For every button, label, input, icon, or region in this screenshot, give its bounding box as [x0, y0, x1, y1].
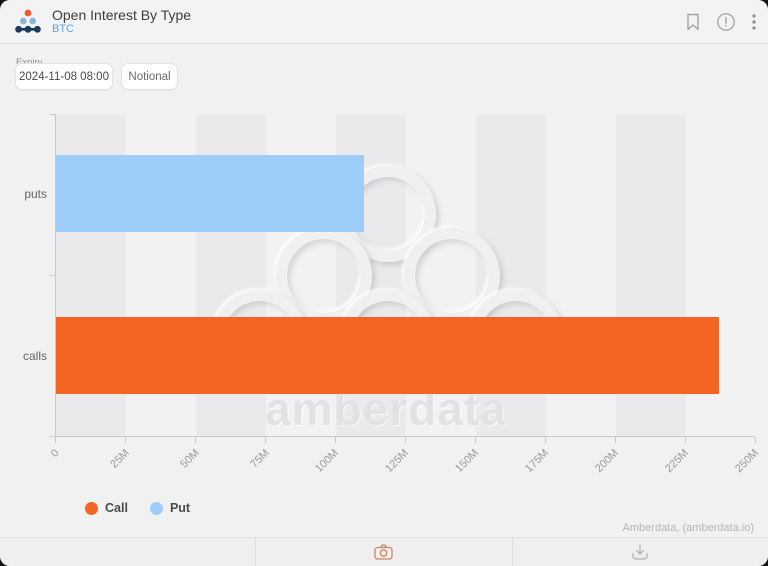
call-legend-dot-icon — [85, 501, 98, 515]
x-tick-mark — [195, 437, 196, 443]
x-tick-mark — [475, 437, 476, 443]
kebab-menu-icon[interactable] — [752, 13, 756, 30]
x-tick-mark — [405, 437, 406, 443]
y-axis-tick — [50, 275, 56, 276]
x-tick-mark — [545, 437, 546, 443]
y-axis-tick — [50, 114, 56, 115]
x-tick-mark — [615, 437, 616, 443]
x-axis-ticks: 0 25M 50M 75M 100M 125M 150M 175M 200M 225M 250M — [49, 437, 761, 497]
put-legend-dot-icon — [149, 501, 163, 515]
download-button[interactable] — [513, 538, 768, 566]
x-tick-mark — [755, 437, 756, 443]
notional-toggle-button[interactable]: Notional — [121, 63, 178, 90]
y-category-label-puts: puts — [24, 187, 47, 201]
y-axis-tick — [50, 436, 56, 437]
expiry-field-label: Expiry — [16, 57, 43, 64]
x-tick-mark — [125, 437, 126, 443]
legend-item-put[interactable]: Put — [149, 501, 191, 515]
data-source-attribution: Amberdata, (amberdata.io) — [622, 522, 754, 534]
screenshot-button[interactable] — [256, 538, 513, 566]
legend-item-call[interactable]: Call — [85, 501, 128, 515]
x-tick-mark — [265, 437, 266, 443]
bookmark-icon[interactable] — [686, 13, 700, 31]
x-tick-mark — [55, 437, 56, 443]
legend-label: Call — [105, 501, 128, 515]
chart-legend: Call Put — [85, 501, 190, 515]
bottom-toolbar — [0, 537, 768, 566]
download-icon — [632, 544, 648, 560]
x-tick-mark — [335, 437, 336, 443]
info-icon[interactable] — [716, 12, 736, 32]
expiry-date-input[interactable] — [15, 63, 113, 90]
chart-plot-area: amberdata — [50, 114, 755, 437]
camera-icon — [374, 544, 394, 560]
bar-calls[interactable] — [56, 317, 719, 394]
asset-subtitle: BTC — [52, 23, 74, 36]
page-title: Open Interest By Type — [52, 7, 192, 24]
widget-header: Open Interest By Type BTC — [0, 0, 768, 44]
amberdata-logo-icon — [15, 9, 41, 33]
legend-label: Put — [169, 501, 191, 515]
bar-puts[interactable] — [56, 155, 364, 232]
toolbar-empty-cell — [0, 538, 257, 566]
y-category-label-calls: calls — [22, 349, 47, 363]
x-tick-mark — [685, 437, 686, 443]
